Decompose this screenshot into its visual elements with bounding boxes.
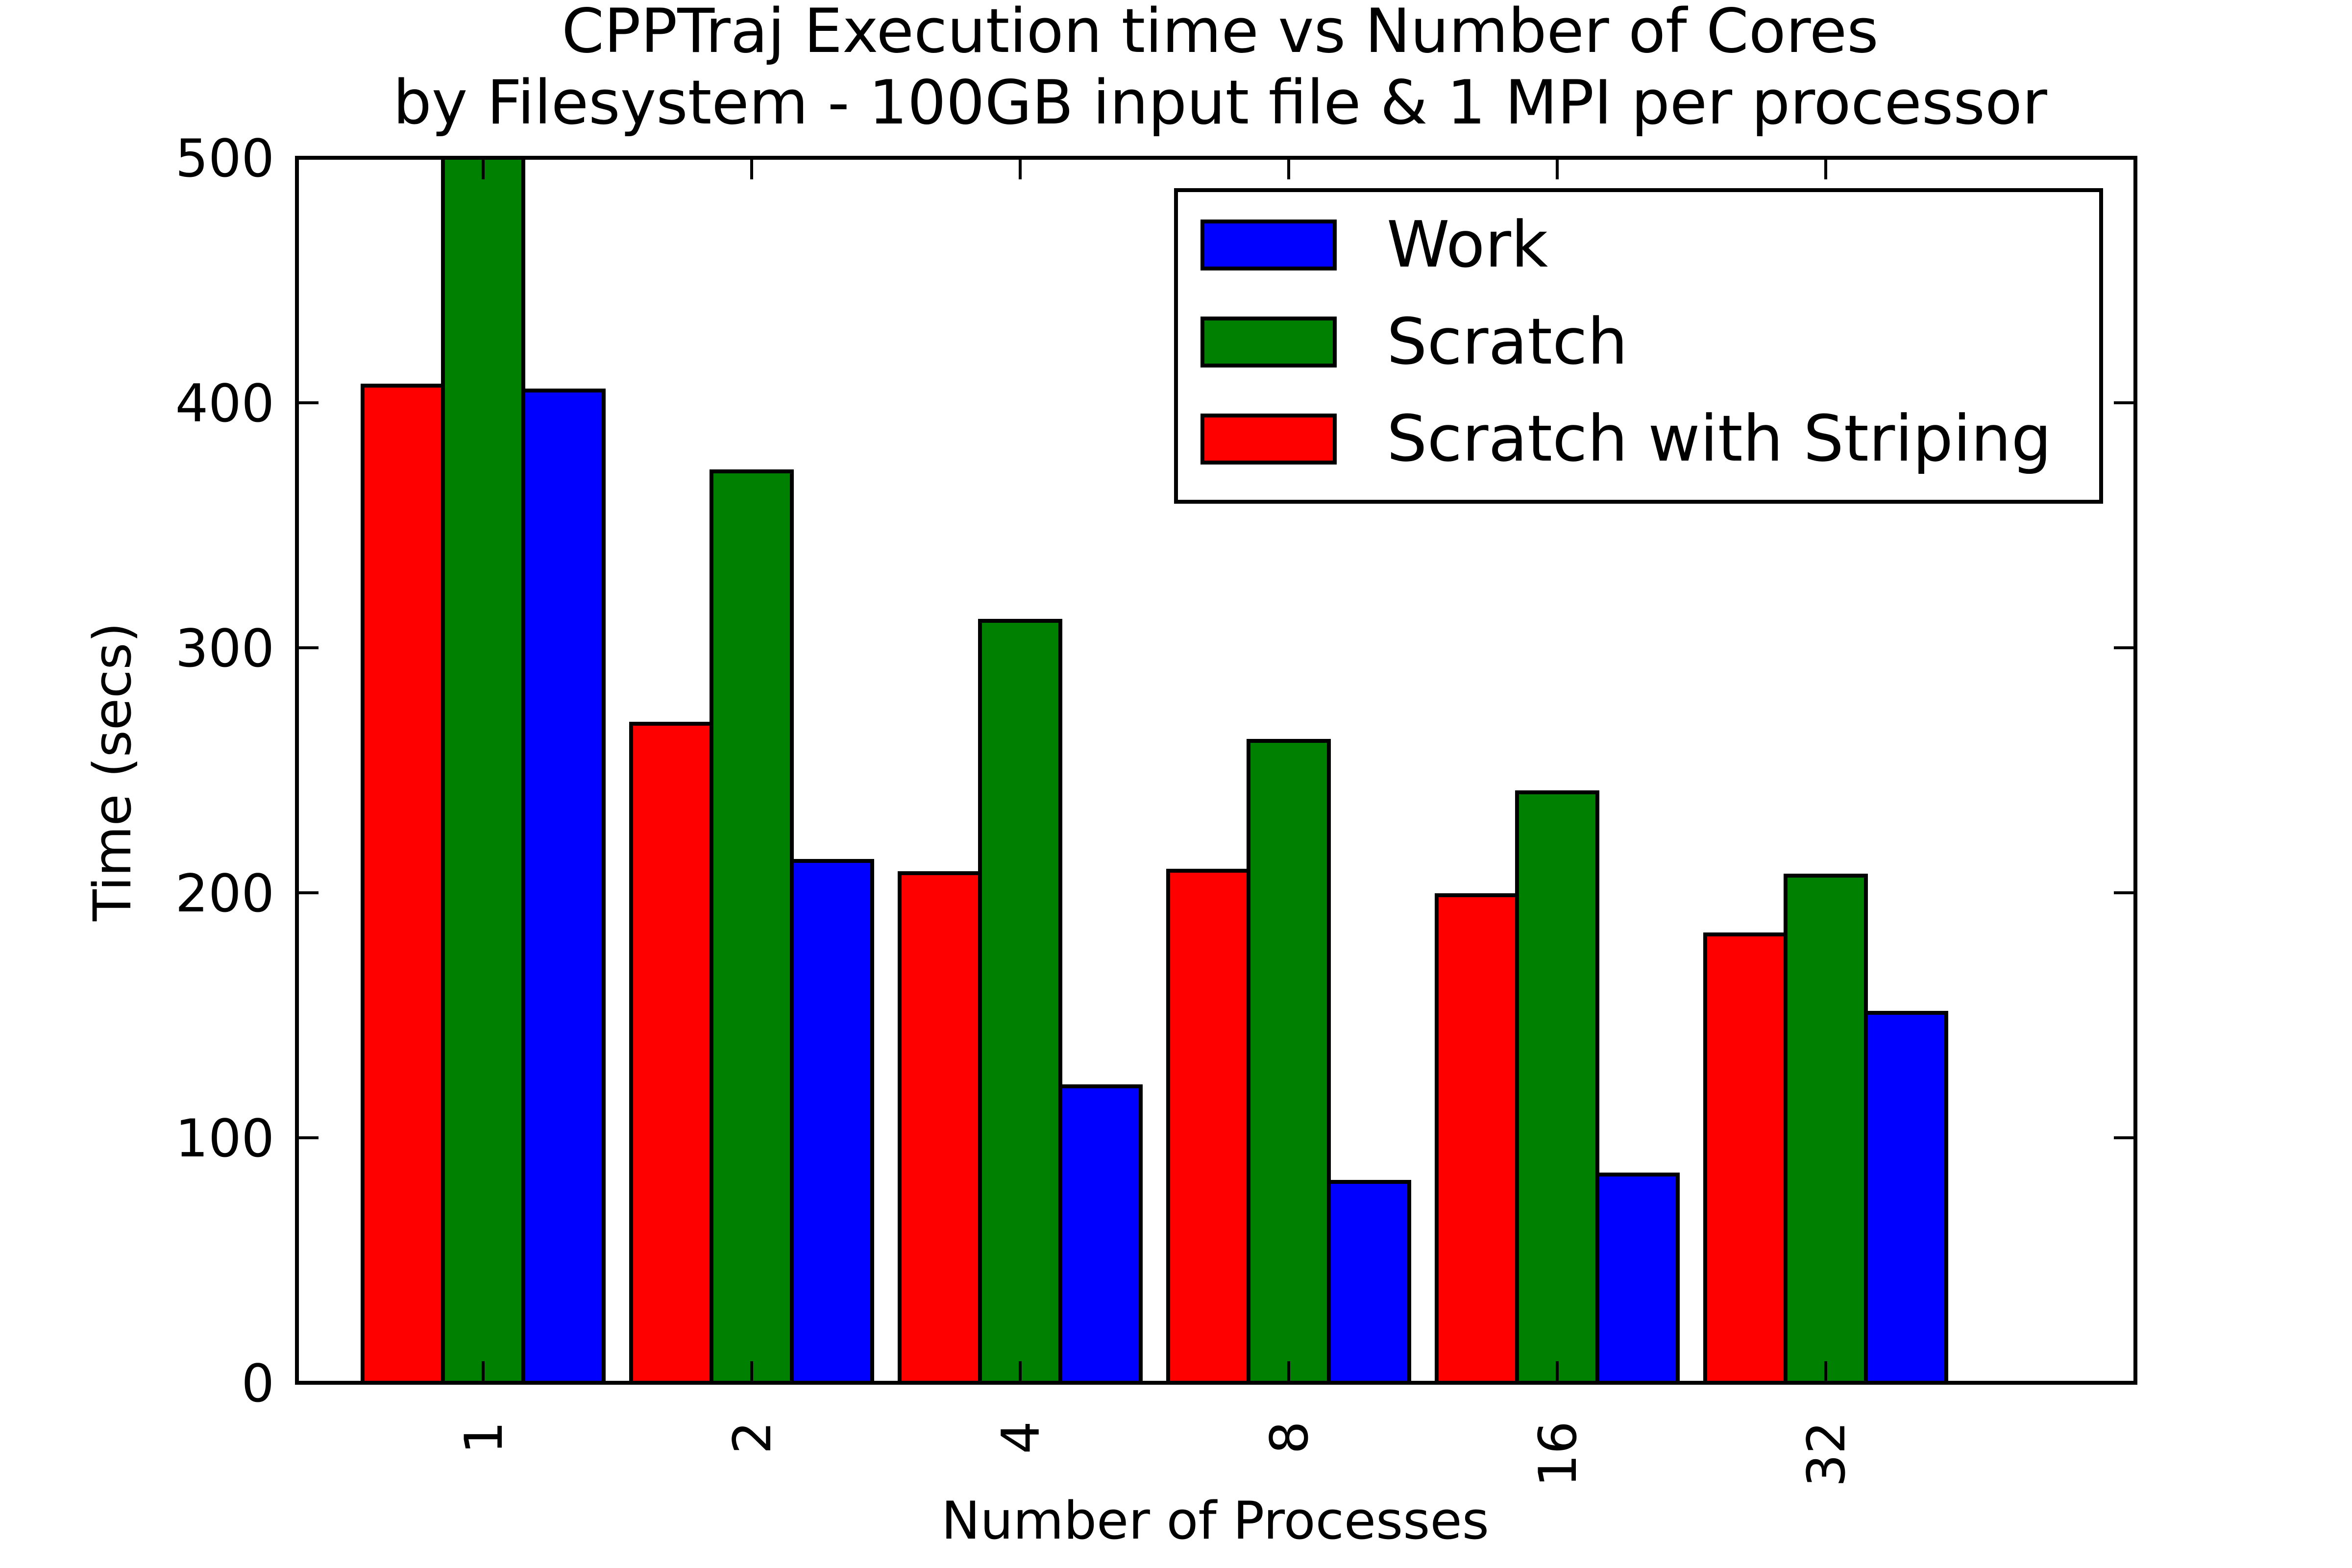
chart-subtitle: by Filesystem - 100GB input file & 1 MPI…: [393, 68, 2047, 138]
plot-frame: [295, 156, 2137, 1385]
legend-swatch-work: [1200, 220, 1337, 270]
bars-layer: [361, 156, 1948, 1385]
bar-scratch-with-striping-32: [1703, 932, 1788, 1385]
legend: Work Scratch Scratch with Striping: [1174, 188, 2103, 504]
x-tick-label: 32: [1796, 1421, 1857, 1487]
legend-swatch-scratch: [1200, 317, 1337, 368]
y-tick-label: 200: [175, 863, 274, 924]
x-tick-label: 1: [454, 1421, 514, 1454]
bar-scratch-with-striping-8: [1166, 869, 1250, 1385]
y-tick-label: 0: [242, 1353, 274, 1414]
x-tick-label: 4: [991, 1421, 1051, 1454]
x-tick-label: 8: [1259, 1421, 1320, 1454]
bar-scratch-16: [1515, 790, 1599, 1385]
x-tick-label: 2: [722, 1421, 783, 1454]
bar-work-1: [521, 389, 606, 1385]
bar-scratch-with-striping-2: [629, 722, 713, 1385]
chart-title: CPPTraj Execution time vs Number of Core…: [562, 0, 1878, 67]
bar-scratch-with-striping-1: [361, 384, 445, 1385]
bar-scratch-1: [441, 156, 525, 1385]
ticks-layer: 0 100 200 300 400 500 1 2 4 8 16 32: [175, 128, 2135, 1487]
x-tick-label: 16: [1528, 1421, 1588, 1487]
bar-scratch-with-striping-4: [898, 871, 982, 1385]
y-tick-label: 400: [175, 373, 274, 434]
bar-work-2: [790, 859, 874, 1385]
x-axis-label: Number of Processes: [941, 1491, 1489, 1551]
bar-scratch-32: [1784, 874, 1868, 1385]
bar-work-32: [1864, 1011, 1948, 1385]
bar-scratch-2: [710, 469, 794, 1385]
bar-scratch-4: [978, 619, 1062, 1385]
bar-scratch-with-striping-16: [1435, 893, 1519, 1385]
legend-swatch-scratch-with-striping: [1200, 414, 1337, 465]
bar-work-16: [1595, 1173, 1680, 1385]
legend-label-scratch: Scratch: [1387, 304, 1628, 379]
y-axis-label: Time (secs): [82, 622, 143, 922]
y-tick-label: 300: [175, 618, 274, 679]
bar-scratch-8: [1247, 739, 1331, 1385]
legend-label-work: Work: [1387, 207, 1548, 282]
bar-work-4: [1058, 1084, 1143, 1385]
legend-label-scratch-with-striping: Scratch with Striping: [1387, 401, 2052, 476]
bar-work-8: [1327, 1180, 1411, 1385]
y-tick-label: 100: [175, 1108, 274, 1169]
y-tick-label: 500: [175, 128, 274, 189]
